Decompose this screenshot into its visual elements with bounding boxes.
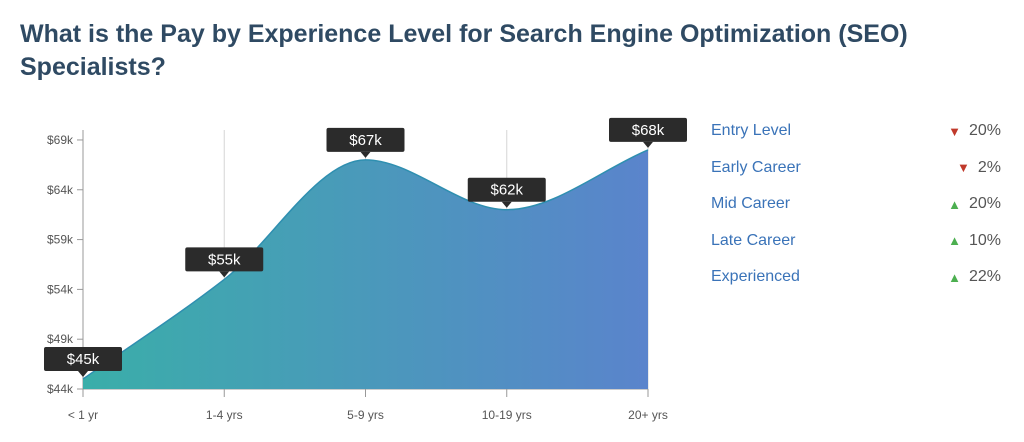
x-tick-label: 5-9 yrs (347, 408, 384, 422)
value-callout: $45k (44, 347, 122, 378)
value-label: $55k (208, 251, 241, 268)
legend-change: ▼ 20% (948, 122, 1001, 140)
legend-label: Late Career (711, 231, 796, 249)
change-percent: 20% (968, 195, 1001, 213)
series-line (82, 149, 649, 380)
x-tick-label: 10-19 yrs (482, 408, 532, 422)
value-labels: $45k $55k $67k $62k $68k (44, 117, 687, 378)
x-tick-label: < 1 yr (68, 408, 98, 422)
value-callout: $67k (326, 127, 405, 158)
callout-box (609, 117, 687, 142)
legend-item-experienced: Experienced ▲ 22% (711, 259, 1001, 296)
x-tick-label: 20+ yrs (628, 408, 668, 422)
y-tick-label: $54k (47, 282, 74, 296)
value-callout: $62k (467, 177, 546, 208)
callout-pointer (643, 141, 653, 148)
up-triangle-icon: ▲ (948, 269, 961, 285)
chart-title: What is the Pay by Experience Level for … (20, 20, 908, 81)
legend-label: Experienced (711, 268, 800, 286)
value-label: $67k (349, 132, 382, 149)
legend-change: ▼ 2% (957, 159, 1001, 177)
change-percent: 22% (968, 268, 1001, 286)
legend: Entry Level ▼ 20% Early Career ▼ 2% Mid … (711, 113, 1001, 296)
up-triangle-icon: ▲ (948, 196, 961, 212)
legend-item-late-career: Late Career ▲ 10% (711, 223, 1001, 260)
value-callout: $55k (185, 247, 264, 278)
value-label: $62k (490, 182, 523, 199)
callout-pointer (501, 201, 512, 208)
down-triangle-icon: ▼ (957, 160, 970, 176)
value-label: $68k (632, 122, 665, 139)
area-fill (83, 149, 648, 389)
legend-item-mid-career: Mid Career ▲ 20% (711, 186, 1001, 223)
legend-item-early-career: Early Career ▼ 2% (711, 150, 1001, 187)
area-series (82, 149, 649, 389)
y-tick-label: $64k (47, 183, 74, 197)
legend-change: ▲ 20% (948, 195, 1001, 213)
callout-pointer (360, 151, 371, 158)
callout-box (185, 247, 264, 272)
up-triangle-icon: ▲ (948, 233, 961, 249)
legend-label: Early Career (711, 158, 801, 176)
callout-pointer (219, 271, 230, 278)
legend-label: Mid Career (711, 195, 791, 213)
callout-box (326, 127, 405, 152)
callout-box (467, 177, 546, 202)
value-label: $45k (67, 351, 100, 368)
legend-change: ▲ 22% (948, 268, 1001, 286)
area-chart: $44k $49k $54k $59k $64k $69k < 1 yr 1-4 yrs 5-9… (44, 117, 687, 422)
value-callout: $68k (609, 117, 687, 148)
y-tick-label: $69k (47, 133, 74, 147)
down-triangle-icon: ▼ (948, 123, 961, 139)
x-tick-label: 1-4 yrs (206, 408, 243, 422)
y-tick-label: $49k (47, 332, 74, 346)
y-tick-label: $59k (47, 233, 74, 247)
legend-change: ▲ 10% (948, 232, 1001, 250)
axes: $44k $49k $54k $59k $64k $69k < 1 yr 1-4 yrs 5-9… (47, 130, 668, 422)
y-tick-label: $44k (47, 382, 74, 396)
callout-box (44, 347, 122, 372)
legend-item-entry-level: Entry Level ▼ 20% (711, 113, 1001, 150)
change-percent: 2% (977, 158, 1001, 176)
callout-pointer (78, 371, 88, 378)
change-percent: 20% (968, 122, 1001, 140)
change-percent: 10% (968, 231, 1001, 249)
legend-label: Entry Level (711, 122, 792, 140)
